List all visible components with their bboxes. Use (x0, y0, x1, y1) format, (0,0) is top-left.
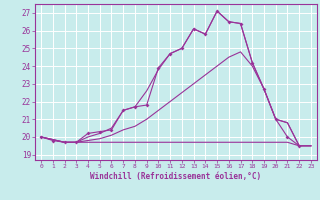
X-axis label: Windchill (Refroidissement éolien,°C): Windchill (Refroidissement éolien,°C) (91, 172, 261, 181)
